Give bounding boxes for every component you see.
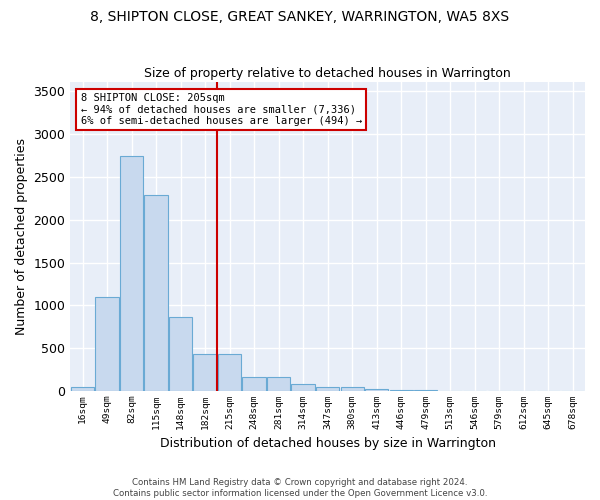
Bar: [145, 194, 168, 392]
Bar: [71, 386, 94, 392]
Bar: [120, 156, 143, 392]
Bar: [242, 377, 266, 392]
Bar: [193, 354, 217, 392]
Bar: [267, 377, 290, 392]
Text: 8, SHIPTON CLOSE, GREAT SANKEY, WARRINGTON, WA5 8XS: 8, SHIPTON CLOSE, GREAT SANKEY, WARRINGT…: [91, 10, 509, 24]
Bar: [341, 386, 364, 392]
Title: Size of property relative to detached houses in Warrington: Size of property relative to detached ho…: [144, 66, 511, 80]
Text: Contains HM Land Registry data © Crown copyright and database right 2024.
Contai: Contains HM Land Registry data © Crown c…: [113, 478, 487, 498]
Y-axis label: Number of detached properties: Number of detached properties: [15, 138, 28, 335]
Bar: [292, 384, 315, 392]
Bar: [365, 389, 388, 392]
Bar: [169, 316, 192, 392]
Bar: [95, 297, 119, 392]
X-axis label: Distribution of detached houses by size in Warrington: Distribution of detached houses by size …: [160, 437, 496, 450]
Bar: [218, 354, 241, 392]
Bar: [414, 390, 437, 392]
Bar: [389, 390, 413, 392]
Bar: [316, 386, 339, 392]
Text: 8 SHIPTON CLOSE: 205sqm
← 94% of detached houses are smaller (7,336)
6% of semi-: 8 SHIPTON CLOSE: 205sqm ← 94% of detache…: [80, 93, 362, 126]
